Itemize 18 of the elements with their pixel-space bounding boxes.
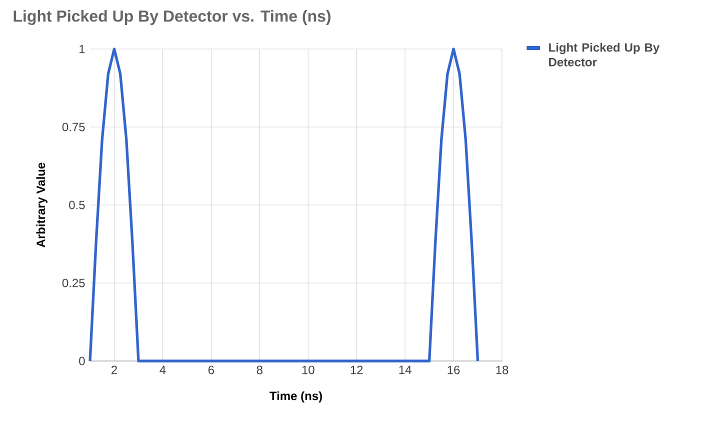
x-axis-title: Time (ns) [270, 391, 322, 403]
y-tick-label: 0.5 [69, 200, 85, 210]
x-tick-label: 2 [112, 366, 117, 374]
x-tick-label: 18 [496, 366, 508, 374]
chart-title: Light Picked Up By Detector vs. Time (ns) [14, 10, 330, 26]
y-tick-label: 0.25 [62, 278, 85, 288]
y-tick-label: 1 [80, 44, 85, 54]
y-tick-label: 0.75 [62, 122, 85, 132]
y-tick-label: 0 [79, 356, 85, 366]
legend-label: Light Picked Up By Detector [549, 42, 660, 66]
y-axis-title: Arbitrary Value [36, 162, 48, 248]
x-tick-label: 14 [399, 366, 412, 374]
x-tick-label: 16 [448, 366, 460, 374]
x-tick-label: 8 [256, 366, 262, 374]
x-tick-label: 12 [350, 366, 363, 374]
x-tick-label: 10 [302, 366, 314, 374]
x-tick-label: 4 [160, 366, 166, 374]
x-tick-label: 6 [208, 366, 214, 374]
